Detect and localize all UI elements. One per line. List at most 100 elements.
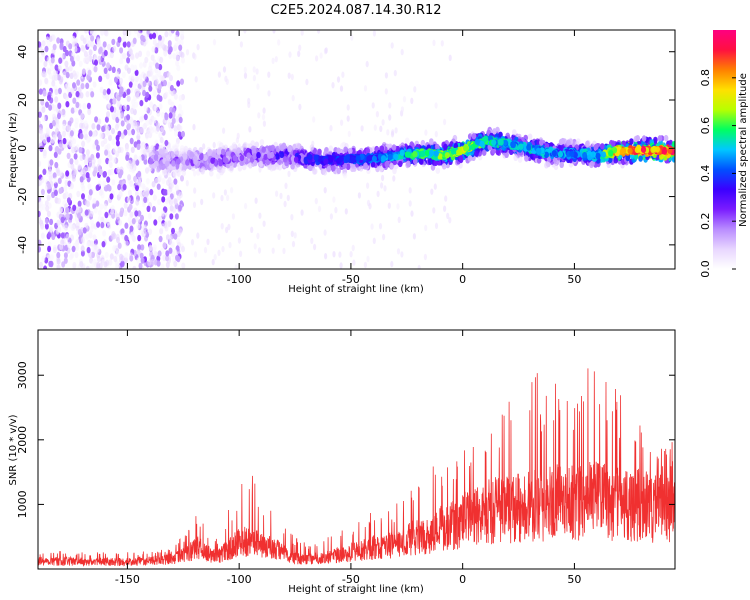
spectrogram-cell <box>161 177 166 185</box>
spectrogram-cell <box>71 146 76 154</box>
spectrogram-cell <box>111 127 115 135</box>
spectrogram-cell <box>138 155 143 162</box>
spectrogram-cell <box>286 194 290 202</box>
spectrogram-cell <box>92 44 97 51</box>
spectrogram-cell <box>107 222 111 230</box>
spectrogram-cell <box>178 116 183 124</box>
spectrogram-cell <box>334 206 338 214</box>
spectrogram-cell <box>62 71 67 78</box>
spectrogram-cell <box>123 202 128 209</box>
spectrogram-cell <box>135 199 140 206</box>
spectrogram-cell <box>93 66 98 73</box>
spectrogram-cell <box>126 196 131 203</box>
spectrogram-cell <box>267 90 271 97</box>
spectrogram-cell <box>107 159 112 166</box>
spectrogram-cell <box>39 145 44 153</box>
spectrogram-cell <box>387 202 391 209</box>
spectrogram-cell <box>158 132 163 139</box>
spectrogram-cell <box>102 41 107 48</box>
spectrogram-cell <box>392 175 396 182</box>
spectrogram-cell <box>154 160 159 167</box>
spectrogram-cell <box>97 158 102 165</box>
spectrogram-cell <box>370 223 374 230</box>
spectrogram-cell <box>611 147 618 154</box>
spectrogram-cell <box>65 233 70 241</box>
spectrogram-cell <box>258 160 264 167</box>
spectrogram-cell <box>277 158 282 165</box>
spectrogram-cell <box>190 239 195 246</box>
spectrogram-cell <box>64 60 69 67</box>
spectrogram-cell <box>267 145 273 152</box>
spectrogram-cell <box>66 152 71 160</box>
spectrogram-cell <box>440 40 444 47</box>
spectrogram-cell <box>252 159 258 167</box>
spectrogram-cell <box>638 155 643 162</box>
spectrogram-cell <box>53 189 58 196</box>
spectrogram-cell <box>162 189 167 196</box>
spectrogram-cell <box>178 125 183 132</box>
spectrogram-cell <box>168 247 173 254</box>
spectrogram-cell <box>277 39 281 46</box>
spectrogram-cell <box>229 161 234 168</box>
spectrogram-cell <box>297 50 301 57</box>
spectrogram-cell <box>136 143 141 150</box>
spectrogram-cell <box>148 65 153 72</box>
spectrogram-cell <box>42 152 47 159</box>
spectrogram-cell <box>113 255 118 263</box>
spectrogram-cell <box>159 228 164 235</box>
spectrogram-cell <box>52 134 57 141</box>
spectrogram-cell <box>71 173 76 180</box>
spectrogram-cell <box>138 50 143 57</box>
spectrogram-cell <box>317 205 322 213</box>
spectrogram-cell <box>225 78 229 85</box>
spectrogram-cell <box>56 37 61 44</box>
spectrogram-cell <box>175 116 180 123</box>
spectrogram-cell <box>165 255 170 262</box>
spectrogram-cell <box>129 225 134 232</box>
spectrogram-cell <box>402 96 407 103</box>
spectrogram-cell <box>176 64 181 72</box>
spectrogram-cell <box>150 144 155 152</box>
spectrogram-cell <box>504 151 509 158</box>
spectrogram-cell <box>279 151 285 158</box>
spectrogram-cell <box>298 103 302 111</box>
spectrogram-cell <box>107 185 112 192</box>
spectrogram-cell <box>423 253 427 261</box>
spectrogram-cell <box>164 139 169 147</box>
spectrogram-cell <box>65 71 70 79</box>
spectrogram-cell <box>121 35 126 43</box>
spectrogram-cell <box>139 78 144 86</box>
spectrogram-cell <box>230 187 234 194</box>
spectrogram-cell <box>62 45 67 53</box>
spectrogram-cell <box>317 30 321 34</box>
spectrogram-cell <box>558 138 564 146</box>
spectrogram-cell <box>79 154 84 161</box>
spectrogram-cell <box>185 159 190 166</box>
spectrogram-cell <box>161 196 166 203</box>
spectrogram-cell <box>156 260 161 267</box>
spectrogram-cell <box>65 101 70 108</box>
spectrogram-cell <box>619 148 626 155</box>
spectrogram-cell <box>192 155 198 162</box>
spectrogram-cell <box>243 72 248 79</box>
spectrogram-cell <box>80 236 85 244</box>
spectrogram-cell <box>145 178 150 185</box>
spectrogram-cell <box>271 164 276 171</box>
spectrogram-cell <box>130 146 135 153</box>
spectrogram-cell <box>130 72 135 80</box>
spectrogram-cell <box>115 134 120 142</box>
spectrogram-cell <box>128 81 133 88</box>
spectrogram-cell <box>261 146 267 153</box>
spectrogram-cell <box>551 150 557 157</box>
spectrogram-cell <box>129 180 134 187</box>
spectrogram-cell <box>126 88 131 95</box>
spectrogram-cell <box>60 232 65 239</box>
spectrogram-cell <box>432 207 436 214</box>
spectrogram-cell <box>388 114 392 121</box>
spectrogram-cell <box>173 178 178 185</box>
spectrogram-cell <box>84 30 89 34</box>
spectrogram-cell <box>47 245 52 253</box>
spectrogram-cell <box>640 146 647 153</box>
spectrogram-cell <box>137 216 141 223</box>
spectrogram-cell <box>140 34 145 41</box>
